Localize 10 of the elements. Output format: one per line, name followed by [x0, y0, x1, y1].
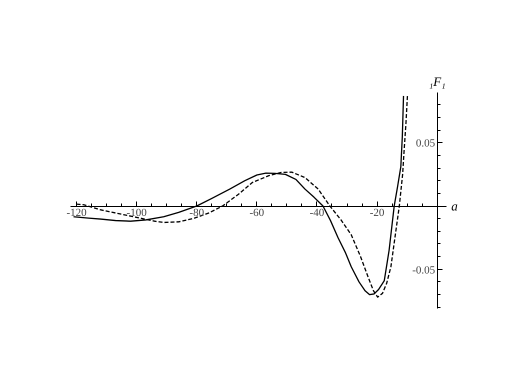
x-tick-label: -100 — [126, 207, 148, 220]
y-tick-label: 0.05 — [416, 138, 436, 150]
x-tick-label: -60 — [250, 207, 265, 220]
x-tick-label: -40 — [310, 207, 325, 220]
y-axis-title: ₁F₁ — [428, 74, 446, 90]
x-tick-label: -120 — [66, 207, 88, 220]
x-axis-title: a — [451, 198, 458, 214]
x-tick-label: -20 — [370, 207, 385, 220]
y-tick-label: -0.05 — [412, 264, 436, 276]
x-tick-label: -80 — [189, 207, 205, 220]
